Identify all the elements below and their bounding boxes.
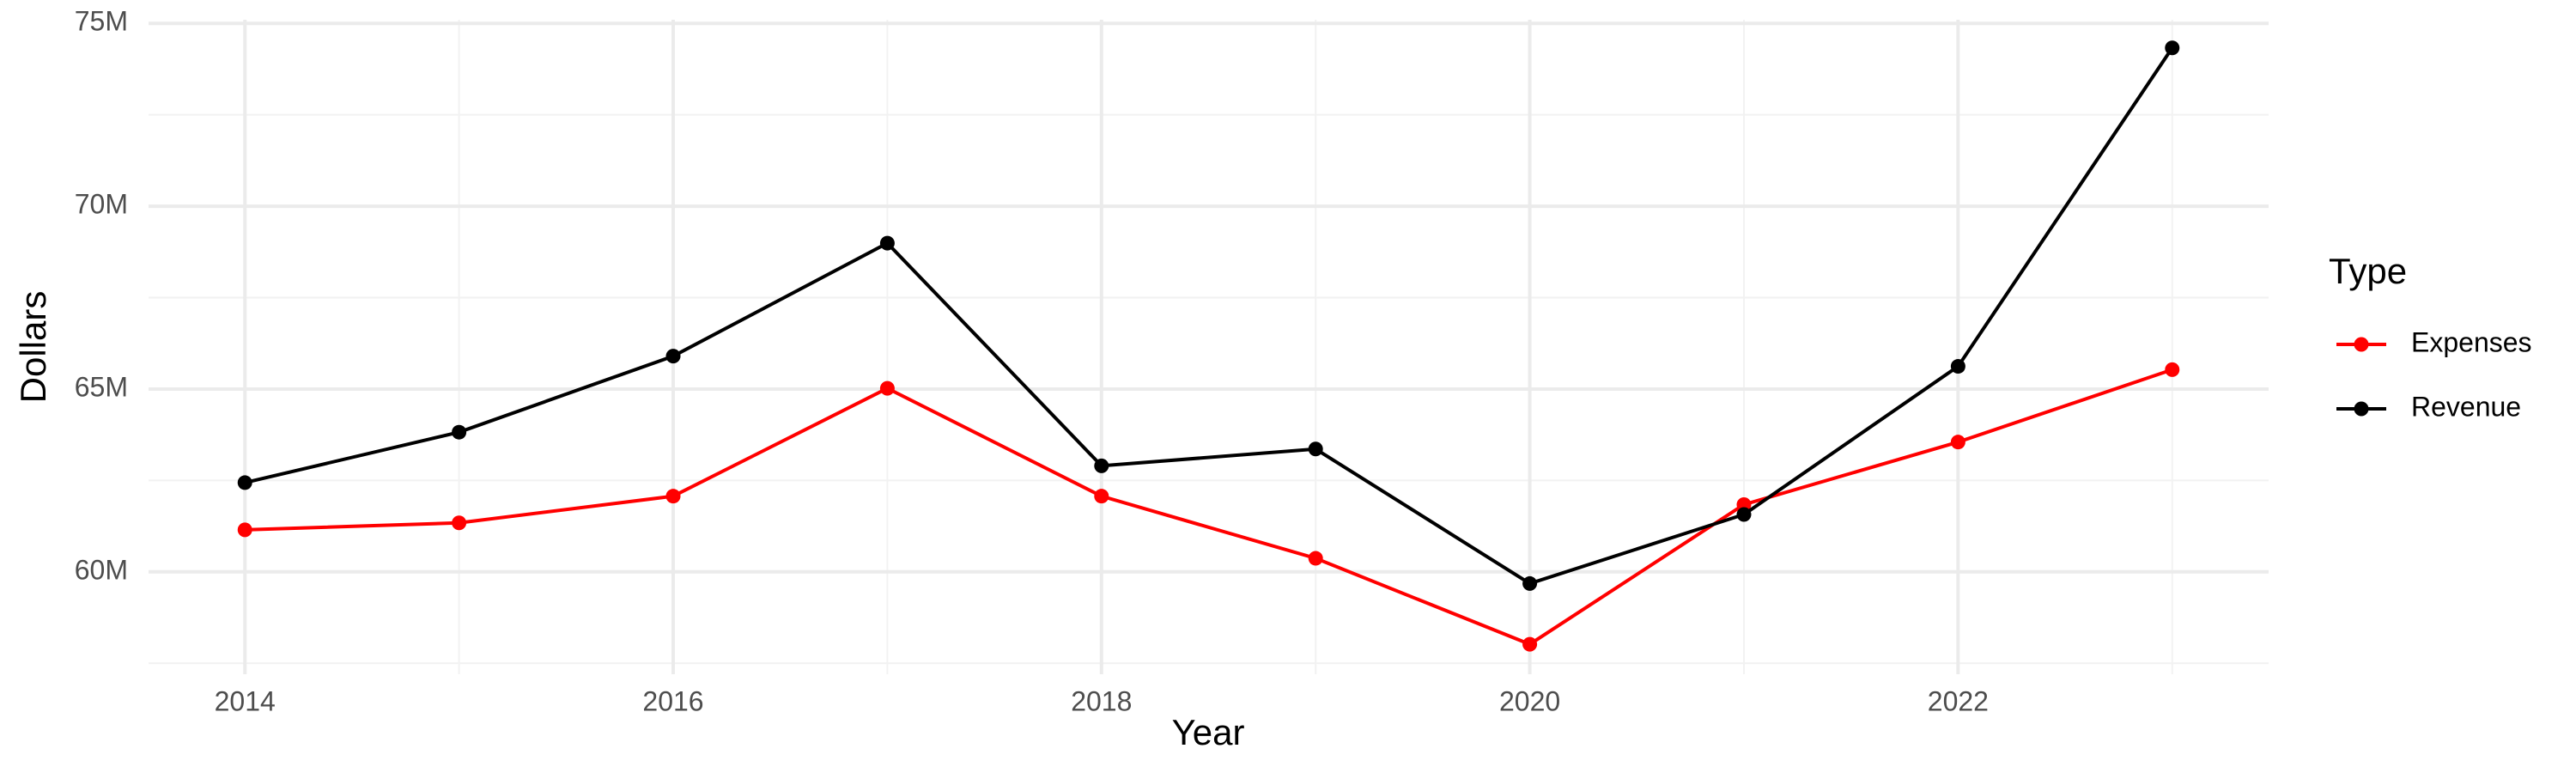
series-line <box>245 368 2173 647</box>
legend-label: Revenue <box>2411 391 2521 422</box>
x-tick-label: 2022 <box>1928 685 1989 716</box>
x-tick-label: 2020 <box>1499 685 1560 716</box>
data-point <box>1522 636 1538 652</box>
y-tick-label: 70M <box>75 189 128 220</box>
x-tick-label: 2016 <box>642 685 703 716</box>
data-point <box>1950 435 1965 450</box>
x-axis-title: Year <box>1172 712 1245 752</box>
data-point <box>879 235 895 251</box>
y-tick-label: 60M <box>75 554 128 585</box>
legend-key-point <box>2354 337 2369 352</box>
data-point <box>1094 458 1109 473</box>
y-tick-label: 75M <box>75 6 128 37</box>
data-point <box>1522 575 1538 591</box>
data-point <box>2165 362 2180 377</box>
data-point <box>665 489 681 504</box>
data-point <box>237 475 252 490</box>
series-line <box>244 46 2174 586</box>
legend-key-point <box>2354 401 2369 417</box>
data-point <box>452 515 467 531</box>
y-tick-label: 65M <box>75 371 128 402</box>
x-tick-label: 2014 <box>215 685 276 716</box>
data-point <box>1736 507 1752 522</box>
data-point <box>1308 441 1323 457</box>
legend-label: Expenses <box>2411 326 2532 357</box>
data-point <box>879 380 895 396</box>
data-point <box>1950 359 1965 374</box>
data-point <box>1308 551 1323 566</box>
x-tick-label: 2018 <box>1071 685 1132 716</box>
data-point <box>452 424 467 440</box>
data-point <box>1094 489 1109 504</box>
y-axis-title: Dollars <box>13 291 53 404</box>
data-point <box>665 349 681 364</box>
data-point <box>237 522 252 538</box>
legend-title: Type <box>2329 251 2407 291</box>
data-point <box>2165 40 2180 56</box>
